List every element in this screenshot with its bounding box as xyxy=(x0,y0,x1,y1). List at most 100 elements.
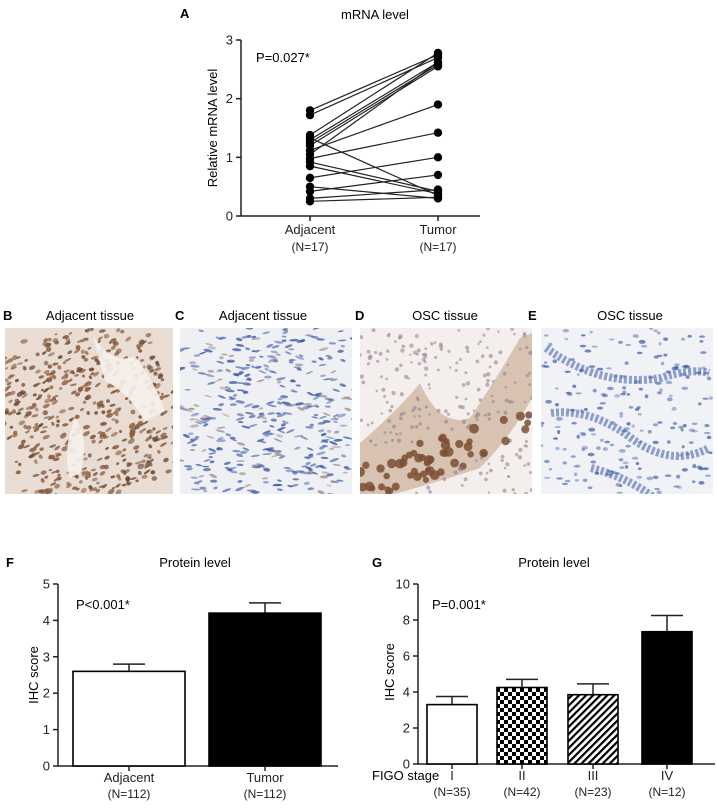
stained-nucleus xyxy=(128,438,135,444)
stained-nucleus xyxy=(318,357,324,361)
stained-nucleus xyxy=(548,342,553,347)
stained-nucleus xyxy=(251,350,256,353)
stained-nucleus xyxy=(665,380,673,385)
stained-nucleus xyxy=(475,359,480,364)
stained-nucleus xyxy=(625,343,631,346)
stained-nucleus xyxy=(148,444,153,449)
stained-nucleus xyxy=(428,490,432,494)
stained-nucleus xyxy=(656,331,661,335)
stained-nucleus xyxy=(218,403,224,407)
stained-nucleus xyxy=(378,351,383,356)
stained-nucleus xyxy=(263,467,271,471)
stained-nucleus xyxy=(203,348,213,353)
stained-nucleus xyxy=(15,470,21,475)
stained-nucleus xyxy=(552,359,558,364)
stained-nucleus xyxy=(243,391,249,394)
chart-a-marks: Adjacent (N=17) Tumor (N=17) xyxy=(285,48,457,254)
stained-nucleus xyxy=(427,383,431,387)
stained-nucleus xyxy=(399,392,405,397)
stained-nucleus xyxy=(48,454,53,458)
stained-nucleus xyxy=(491,400,495,404)
stained-nucleus xyxy=(320,374,326,377)
stained-nucleus xyxy=(589,330,593,334)
stained-nucleus xyxy=(34,407,39,412)
stained-nucleus xyxy=(296,367,302,371)
stained-nucleus xyxy=(391,482,400,491)
stained-nucleus xyxy=(285,469,295,473)
stained-nucleus xyxy=(235,337,243,342)
stained-nucleus xyxy=(580,432,587,437)
stained-nucleus xyxy=(80,496,87,500)
stained-nucleus xyxy=(466,412,470,416)
stained-nucleus xyxy=(216,447,221,451)
stained-nucleus xyxy=(26,425,32,430)
stained-nucleus xyxy=(101,410,106,415)
stained-nucleus xyxy=(706,376,712,381)
stained-nucleus xyxy=(345,468,352,471)
stained-nucleus xyxy=(147,341,153,345)
stained-nucleus xyxy=(64,357,72,362)
stained-nucleus xyxy=(355,355,360,359)
stained-nucleus xyxy=(40,388,44,392)
stained-nucleus xyxy=(69,419,73,422)
stained-nucleus xyxy=(605,472,612,477)
stained-nucleus xyxy=(544,459,550,464)
stained-nucleus xyxy=(658,342,662,346)
stained-nucleus xyxy=(422,476,430,484)
stained-nucleus xyxy=(56,423,60,427)
stained-nucleus xyxy=(22,391,27,395)
stained-nucleus xyxy=(280,395,289,399)
stained-nucleus xyxy=(407,376,410,380)
stained-nucleus xyxy=(620,375,626,379)
stained-nucleus xyxy=(214,379,221,383)
stained-nucleus xyxy=(554,425,561,429)
stained-nucleus xyxy=(523,444,527,448)
stained-nucleus xyxy=(318,429,325,433)
stained-nucleus xyxy=(154,367,162,371)
stained-nucleus xyxy=(525,345,529,349)
stained-nucleus xyxy=(482,333,486,337)
stained-nucleus xyxy=(69,369,74,374)
stained-nucleus xyxy=(14,400,21,406)
stained-nucleus xyxy=(47,415,55,421)
chart-f-ylabel: IHC score xyxy=(26,646,41,704)
stained-nucleus xyxy=(517,455,523,460)
stained-nucleus xyxy=(245,347,250,351)
stained-nucleus xyxy=(461,405,465,410)
stained-nucleus xyxy=(332,463,342,467)
stained-nucleus xyxy=(49,385,54,390)
panel-letter-b: B xyxy=(3,308,12,323)
stained-nucleus xyxy=(117,476,122,481)
stained-nucleus xyxy=(575,464,581,468)
stained-nucleus xyxy=(99,471,106,476)
stained-nucleus xyxy=(416,439,424,448)
stained-nucleus xyxy=(398,432,402,436)
stained-nucleus xyxy=(50,398,54,403)
stained-nucleus xyxy=(45,377,53,383)
stained-nucleus xyxy=(194,421,203,425)
stained-nucleus xyxy=(81,374,85,378)
stained-nucleus xyxy=(619,411,624,415)
stained-nucleus xyxy=(288,359,296,362)
stained-nucleus xyxy=(626,422,631,426)
stained-nucleus xyxy=(295,384,301,387)
stained-nucleus xyxy=(530,396,532,401)
stained-nucleus xyxy=(360,335,364,340)
stained-nucleus xyxy=(24,359,29,362)
stained-nucleus xyxy=(336,479,344,482)
stained-nucleus xyxy=(518,347,522,351)
stained-nucleus xyxy=(290,494,298,499)
stained-nucleus xyxy=(294,402,304,406)
stained-nucleus xyxy=(100,421,107,426)
stained-nucleus xyxy=(384,486,391,493)
stained-nucleus xyxy=(415,491,419,494)
stained-nucleus xyxy=(637,467,642,470)
stained-nucleus xyxy=(88,485,93,490)
stained-nucleus xyxy=(61,446,69,452)
stained-nucleus xyxy=(491,379,495,383)
stained-nucleus xyxy=(55,469,60,474)
stained-nucleus xyxy=(42,341,48,346)
stained-nucleus xyxy=(529,488,532,493)
y-tick-label: 2 xyxy=(403,721,410,736)
stained-nucleus xyxy=(361,380,366,385)
